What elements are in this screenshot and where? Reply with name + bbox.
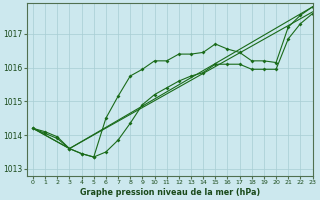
X-axis label: Graphe pression niveau de la mer (hPa): Graphe pression niveau de la mer (hPa) <box>80 188 260 197</box>
